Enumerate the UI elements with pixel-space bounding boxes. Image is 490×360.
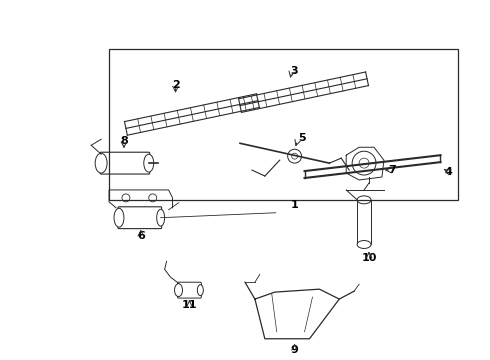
Ellipse shape	[157, 209, 165, 226]
Text: 9: 9	[291, 345, 298, 355]
Ellipse shape	[357, 196, 371, 204]
Text: 7: 7	[388, 165, 396, 175]
Text: 5: 5	[298, 133, 305, 143]
Bar	[357, 200, 371, 244]
Ellipse shape	[174, 284, 182, 297]
Text: 8: 8	[120, 136, 128, 146]
Bar	[109, 49, 458, 200]
Text: 10: 10	[361, 253, 377, 264]
Ellipse shape	[114, 208, 124, 227]
Text: 11: 11	[182, 300, 197, 310]
Ellipse shape	[197, 285, 203, 296]
Text: 4: 4	[444, 167, 452, 177]
FancyBboxPatch shape	[177, 282, 201, 298]
FancyBboxPatch shape	[100, 152, 150, 174]
Text: 6: 6	[137, 230, 145, 240]
FancyBboxPatch shape	[118, 207, 162, 229]
Text: 1: 1	[291, 200, 298, 210]
Text: 3: 3	[291, 66, 298, 76]
Ellipse shape	[95, 153, 107, 173]
Text: 2: 2	[172, 80, 179, 90]
Ellipse shape	[357, 240, 371, 248]
Ellipse shape	[144, 154, 154, 172]
